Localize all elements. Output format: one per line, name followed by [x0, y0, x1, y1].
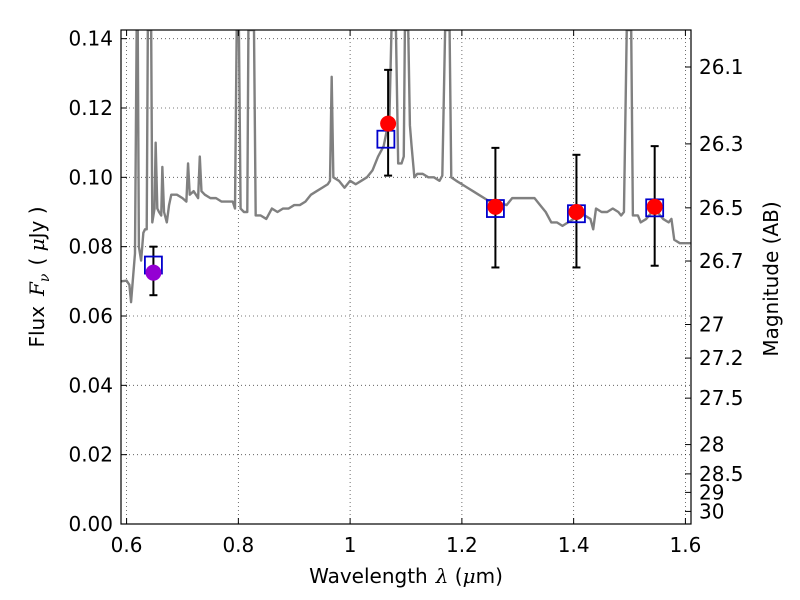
observed-flux-point: [380, 115, 397, 132]
y2-tick-label: 27.5: [699, 386, 744, 410]
y-tick-label: 0.10: [68, 165, 113, 189]
x-tick-label: 1: [344, 533, 357, 557]
x-axis-ticks: 0.6 0.8 1 1.2 1.4 1.6: [111, 30, 702, 557]
y-tick-label: 0.02: [68, 443, 113, 467]
y2-tick-label: 26.7: [699, 249, 744, 273]
y-axis-label: FluxFν( μJy ): [25, 206, 53, 347]
y2-tick-label: 26.1: [699, 55, 744, 79]
y-tick-label: 0.06: [68, 304, 113, 328]
x-tick-label: 1.4: [558, 533, 590, 557]
y-tick-label: 0.00: [68, 512, 113, 536]
y2-axis-label: Magnitude (AB): [759, 201, 783, 356]
plot-content: [121, 30, 691, 304]
plot-frame: [120, 29, 692, 525]
y2-tick-label: 29: [699, 480, 724, 504]
y-tick-label: 0.04: [68, 373, 113, 397]
x-tick-label: 0.6: [111, 533, 143, 557]
observed-flux-markers: [145, 115, 663, 281]
y2-tick-label: 28: [699, 433, 724, 457]
observed-flux-point: [646, 198, 663, 215]
x-tick-label: 1.2: [446, 533, 478, 557]
y2-tick-label: 27: [699, 313, 724, 337]
y2-tick-label: 30: [699, 499, 724, 523]
observed-flux-point: [145, 264, 162, 281]
y-tick-label: 0.08: [68, 235, 113, 259]
y-tick-label: 0.12: [68, 96, 113, 120]
x-tick-label: 0.8: [222, 533, 254, 557]
y2-tick-label: 28.5: [699, 462, 744, 486]
y2-tick-label: 26.3: [699, 132, 744, 156]
observed-flux-point: [568, 204, 585, 220]
x-tick-label: 1.6: [670, 533, 702, 557]
observed-flux-point: [487, 198, 504, 215]
x-axis-label: Wavelength λ (μm): [309, 564, 503, 588]
y2-tick-label: 27.2: [699, 346, 744, 370]
y-axis-ticks: 0.00 0.02 0.04 0.06 0.08 0.10 0.12 0.14: [68, 27, 127, 536]
y2-tick-label: 26.5: [699, 196, 744, 220]
y-tick-label: 0.14: [68, 27, 113, 51]
